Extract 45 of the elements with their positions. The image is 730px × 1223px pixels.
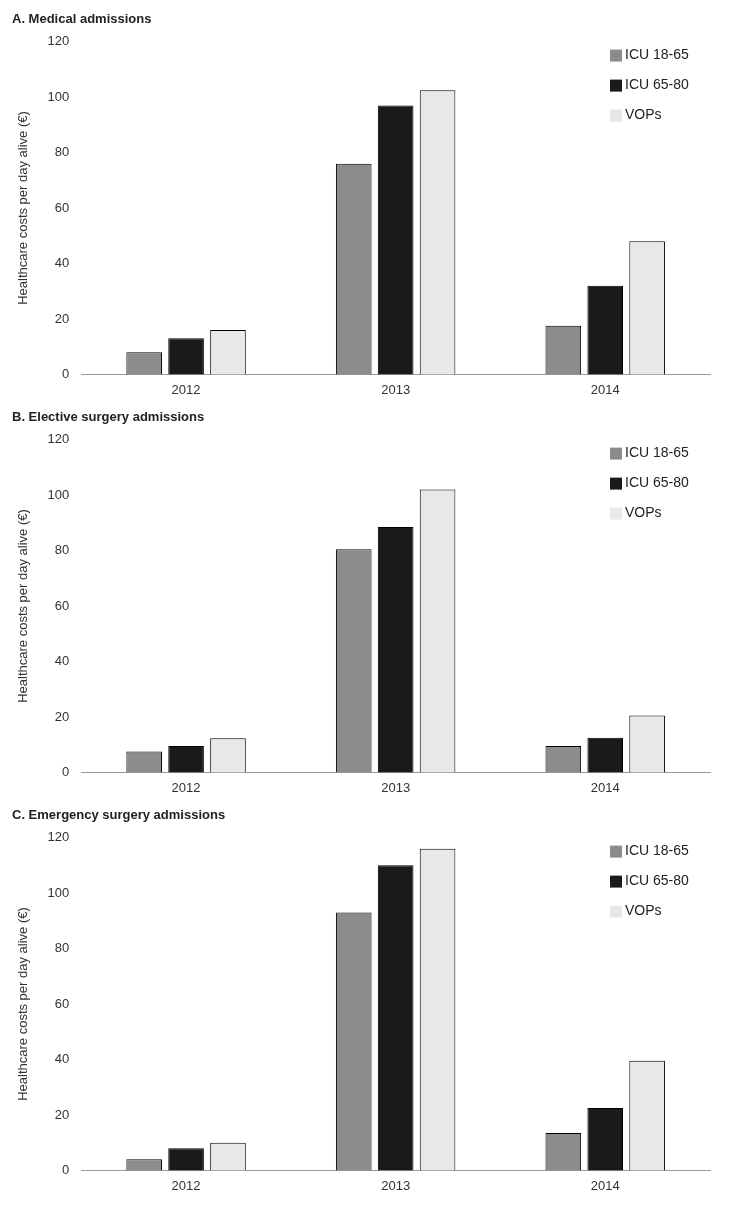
legend-label: ICU 18-65 bbox=[625, 46, 690, 63]
chart-title: C. Emergency surgery admissions bbox=[12, 807, 226, 823]
x-tick-label: 2012 bbox=[171, 1177, 201, 1193]
y-axis-title: Healthcare costs per day alive (€) bbox=[15, 907, 31, 1101]
y-tick-label: 0 bbox=[62, 1161, 70, 1177]
y-tick-label: 120 bbox=[47, 33, 70, 49]
legend-label: ICU 65-80 bbox=[625, 76, 690, 93]
x-tick-label: 2013 bbox=[381, 1177, 411, 1193]
x-tick-label: 2014 bbox=[590, 1177, 620, 1193]
x-tick-label: 2013 bbox=[381, 381, 411, 397]
legend-label: VOPs bbox=[625, 902, 662, 919]
x-tick-label: 2014 bbox=[590, 381, 620, 397]
y-tick-label: 80 bbox=[54, 940, 70, 956]
y-tick-label: 40 bbox=[54, 255, 70, 271]
legend-label: ICU 65-80 bbox=[625, 474, 690, 491]
y-tick-label: 20 bbox=[54, 708, 70, 724]
y-tick-label: 60 bbox=[54, 995, 70, 1011]
legend-label: VOPs bbox=[625, 504, 662, 521]
x-tick-label: 2012 bbox=[171, 779, 201, 795]
y-tick-label: 100 bbox=[47, 88, 70, 104]
y-tick-label: 120 bbox=[47, 431, 70, 447]
y-tick-label: 0 bbox=[62, 365, 70, 381]
legend-label: ICU 65-80 bbox=[625, 872, 690, 889]
legend-label: ICU 18-65 bbox=[625, 842, 690, 859]
x-tick-label: 2012 bbox=[171, 381, 201, 397]
x-tick-label: 2013 bbox=[381, 779, 411, 795]
x-tick-label: 2014 bbox=[590, 779, 620, 795]
y-tick-label: 20 bbox=[54, 310, 70, 326]
chart-title: A. Medical admissions bbox=[12, 11, 152, 27]
y-tick-label: 100 bbox=[47, 884, 70, 900]
y-tick-label: 0 bbox=[62, 763, 70, 779]
y-tick-label: 100 bbox=[47, 486, 70, 502]
chart-title: B. Elective surgery admissions bbox=[12, 409, 205, 425]
y-tick-label: 120 bbox=[47, 829, 70, 845]
y-tick-label: 80 bbox=[54, 542, 70, 558]
y-tick-label: 40 bbox=[54, 1051, 70, 1067]
y-tick-label: 40 bbox=[54, 653, 70, 669]
y-tick-label: 80 bbox=[54, 144, 70, 160]
y-tick-label: 60 bbox=[54, 199, 70, 215]
y-tick-label: 20 bbox=[54, 1106, 70, 1122]
y-axis-title: Healthcare costs per day alive (€) bbox=[15, 111, 31, 305]
y-axis-title: Healthcare costs per day alive (€) bbox=[15, 509, 31, 703]
legend-label: VOPs bbox=[625, 106, 662, 123]
legend-label: ICU 18-65 bbox=[625, 444, 690, 461]
y-tick-label: 60 bbox=[54, 597, 70, 613]
